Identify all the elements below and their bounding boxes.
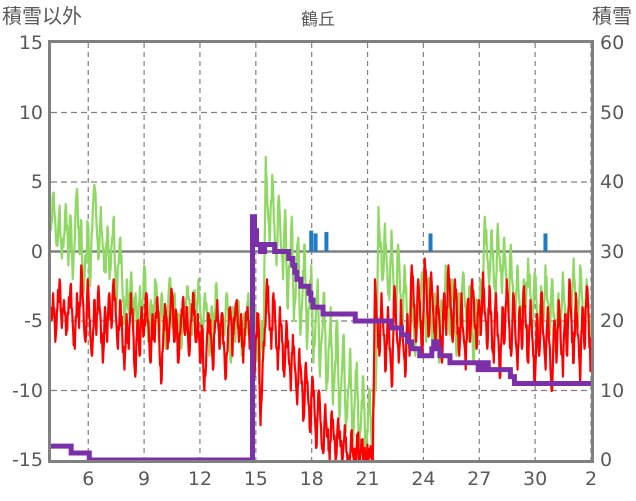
y-axis-left-tick: 0 xyxy=(30,240,43,263)
y-axis-right-tick: 10 xyxy=(600,379,625,402)
x-axis-tick-label: 12 xyxy=(187,468,213,490)
chart-canvas xyxy=(51,43,591,460)
y-axis-left-tick: -15 xyxy=(11,449,43,471)
y-axis-right-tick: 30 xyxy=(600,240,625,263)
series-purple-snow-depth xyxy=(51,214,591,460)
series-red xyxy=(51,257,591,460)
right-axis-title: 積雪 xyxy=(592,4,632,28)
x-axis-tick-label: 6 xyxy=(82,468,95,490)
y-axis-left-tick: 10 xyxy=(18,101,43,124)
y-axis-left-tick: 5 xyxy=(30,171,43,193)
y-axis-right-tick: 50 xyxy=(600,101,625,124)
x-axis-tick-label: 9 xyxy=(138,468,151,490)
page-title: 鶴丘 xyxy=(301,10,335,30)
y-axis-right-tick: 20 xyxy=(600,310,625,332)
x-axis-tick-label: 15 xyxy=(243,468,268,490)
left-axis-title: 積雪以外 xyxy=(2,4,82,28)
plot-area xyxy=(48,40,594,463)
x-axis-tick-label: 21 xyxy=(355,468,380,490)
x-axis-tick-label: 24 xyxy=(411,468,436,490)
y-axis-right-tick: 0 xyxy=(600,449,613,471)
x-axis-tick-label: 18 xyxy=(299,468,324,490)
x-axis-tick-label: 30 xyxy=(523,468,548,490)
y-axis-right-tick: 60 xyxy=(600,32,625,54)
plot-inner xyxy=(51,43,591,460)
y-axis-left-tick: 15 xyxy=(18,32,43,54)
series-blue-markers xyxy=(309,230,548,252)
x-axis-tick-label: 27 xyxy=(467,468,492,490)
y-axis-left-tick: -10 xyxy=(11,379,43,402)
x-axis-tick-label: 2 xyxy=(584,468,598,490)
y-axis-left-tick: -5 xyxy=(24,310,43,332)
y-axis-right-tick: 40 xyxy=(600,171,625,193)
